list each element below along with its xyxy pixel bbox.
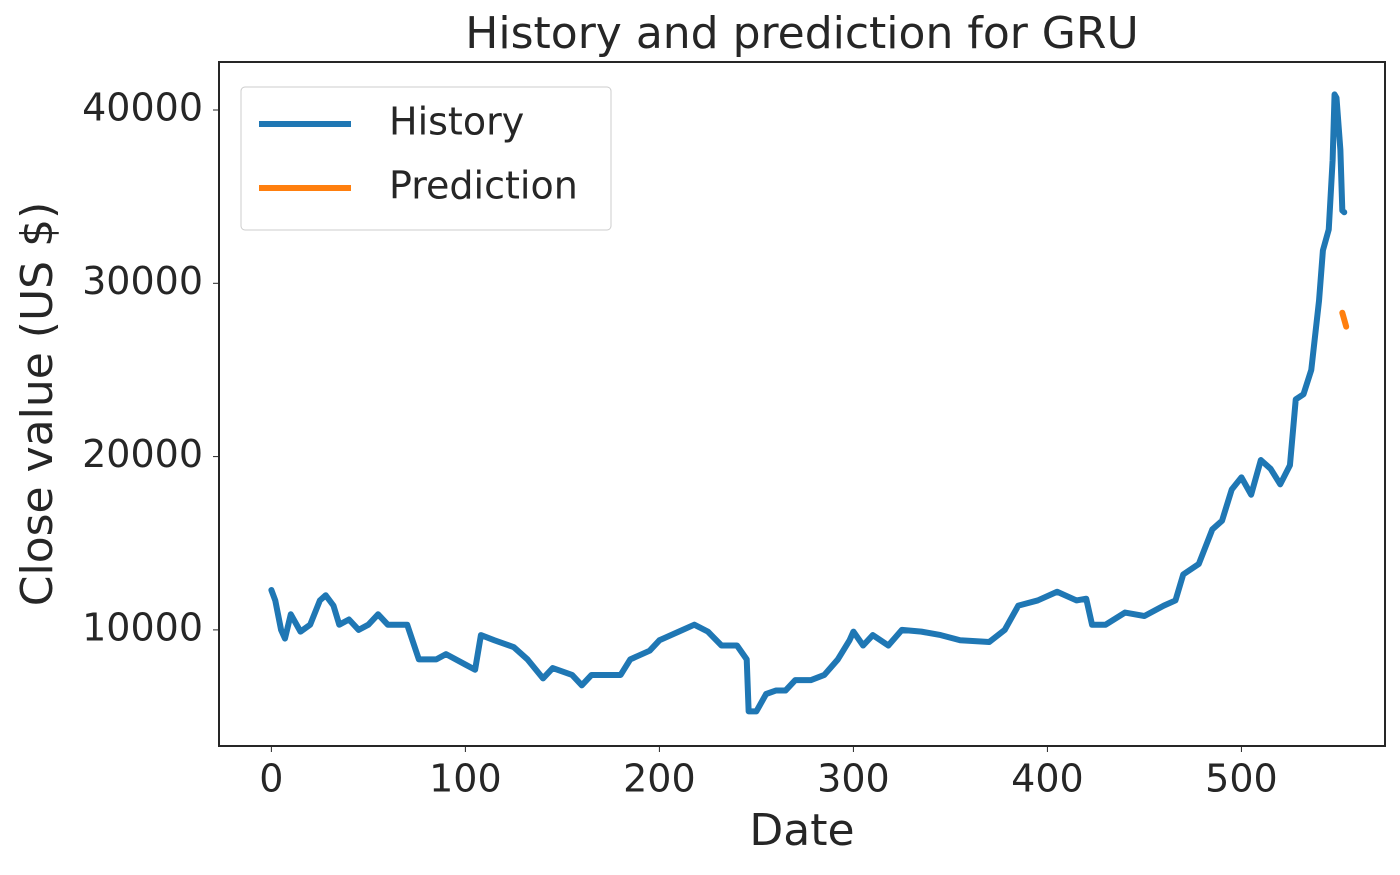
- y-tick-label: 10000: [82, 605, 203, 649]
- y-axis-label: Close value (US $): [12, 202, 63, 606]
- y-tick-label: 30000: [82, 259, 203, 303]
- x-tick-label: 500: [1205, 757, 1278, 801]
- x-tick-label: 200: [623, 757, 696, 801]
- legend-label: History: [389, 100, 524, 144]
- chart-title: History and prediction for GRU: [465, 8, 1138, 59]
- series-line: [268, 91, 1348, 715]
- series-line: [1339, 309, 1350, 330]
- legend-label: Prediction: [389, 164, 578, 208]
- x-tick-label: 300: [817, 757, 890, 801]
- x-tick-label: 400: [1011, 757, 1084, 801]
- x-tick-label: 100: [429, 757, 502, 801]
- y-tick-label: 40000: [82, 86, 203, 130]
- x-axis-label: Date: [749, 805, 854, 856]
- y-tick-label: 20000: [82, 432, 203, 476]
- x-tick-label: 0: [259, 757, 283, 801]
